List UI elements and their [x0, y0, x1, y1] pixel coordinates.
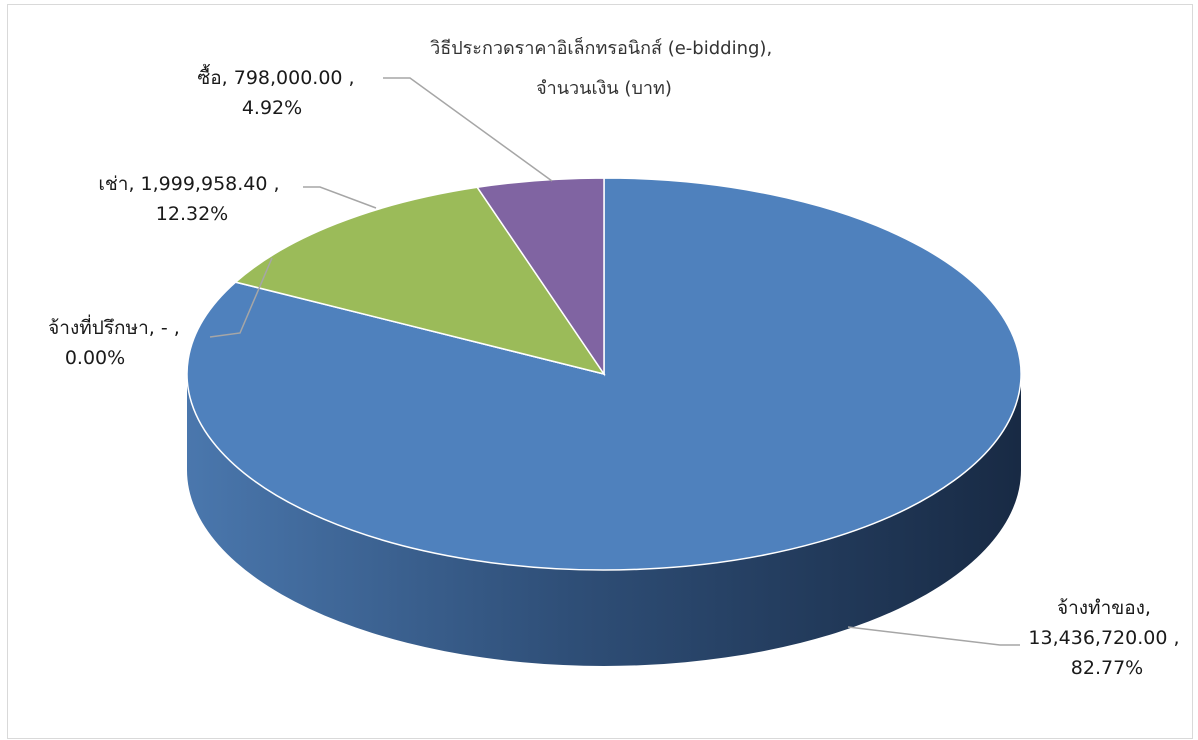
slice-3-leader-line	[383, 77, 553, 182]
leader-lines	[209, 77, 1020, 646]
chart-title-line-2: จำนวนเงิน (บาท)	[536, 78, 672, 99]
slice-2-leader-line	[303, 186, 377, 209]
slice-0-side	[187, 374, 1021, 666]
data-label-chao: เช่า, 1,999,958.40 , 12.32%	[98, 173, 285, 225]
slice-2-top	[234, 186, 606, 376]
slice-3-top	[475, 177, 605, 377]
chart-title: วิธีประกวดราคาอิเล็กทรอนิกส์ (e-bidding)…	[430, 36, 778, 99]
data-label-sue: ซื้อ, 798,000.00 , 4.92%	[197, 64, 360, 119]
pie-top-faces	[186, 177, 1022, 571]
chart-title-line-1: วิธีประกวดราคาอิเล็กทรอนิกส์ (e-bidding)…	[430, 36, 772, 59]
data-label-jang-thi-preuksa: จ้างที่ปรึกษา, - , 0.00%	[48, 314, 186, 369]
data-label-jang-tham-khong: จ้างทำของ, 13,436,720.00 , 82.77%	[1028, 597, 1185, 679]
slice-0-top	[186, 177, 1022, 571]
slice-1-leader-line	[209, 257, 273, 338]
pie-side-walls	[187, 374, 1021, 666]
slice-0-leader-line	[847, 626, 1020, 646]
